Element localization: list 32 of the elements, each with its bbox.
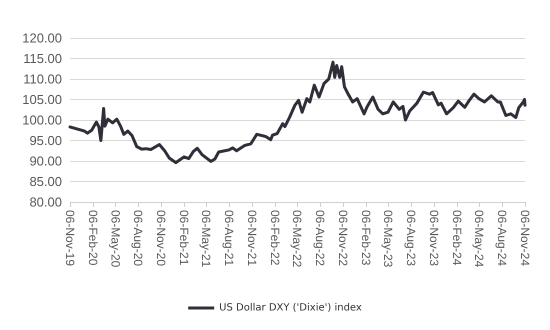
- x-tick-label: 06-Aug-21: [222, 210, 236, 266]
- y-tick-label: 80.00: [29, 194, 62, 210]
- x-tick-label: 06-Feb-24: [450, 210, 464, 266]
- x-tick-label: 06-Nov-22: [336, 210, 350, 266]
- y-tick-label: 95.00: [29, 133, 62, 148]
- x-tick-label: 06-Feb-21: [177, 210, 192, 266]
- x-tick-label: 06-Nov-19: [63, 210, 77, 266]
- x-tick-label: 06-Nov-23: [426, 210, 441, 266]
- x-tick-label: 06-May-24: [472, 210, 486, 268]
- legend-label: US Dollar DXY ('Dixie') index: [219, 302, 362, 314]
- x-tick-label: 06-May-20: [108, 210, 122, 268]
- x-tick-label: 06-May-22: [290, 210, 304, 268]
- y-tick-label: 85.00: [29, 174, 62, 189]
- x-tick-label: 06-Nov-21: [245, 210, 260, 266]
- x-tick-label: 06-Feb-22: [268, 210, 282, 266]
- x-tick-label: 06-Aug-24: [495, 210, 510, 266]
- x-tick-label: 06-Feb-23: [358, 210, 373, 266]
- x-tick-label: 06-Aug-22: [313, 210, 328, 266]
- y-tick-label: 115.00: [23, 51, 62, 66]
- y-tick-label: 105.00: [22, 92, 62, 107]
- line-series: [68, 60, 526, 164]
- x-tick-label: 06-Aug-23: [404, 210, 418, 266]
- x-tick-label: 06-Nov-20: [154, 210, 168, 266]
- x-tick-label: 06-Nov-24: [518, 210, 532, 266]
- y-tick-label: 90.00: [29, 154, 62, 168]
- x-tick-label: 06-May-21: [199, 210, 214, 268]
- y-tick-label: 100.00: [22, 112, 62, 128]
- x-tick-label: 06-May-23: [381, 210, 396, 268]
- x-tick-label: 06-Feb-20: [86, 210, 100, 266]
- y-tick-label: 110.00: [23, 72, 62, 86]
- y-tick-label: 120.00: [22, 30, 62, 46]
- x-tick-label: 06-Aug-20: [131, 210, 146, 266]
